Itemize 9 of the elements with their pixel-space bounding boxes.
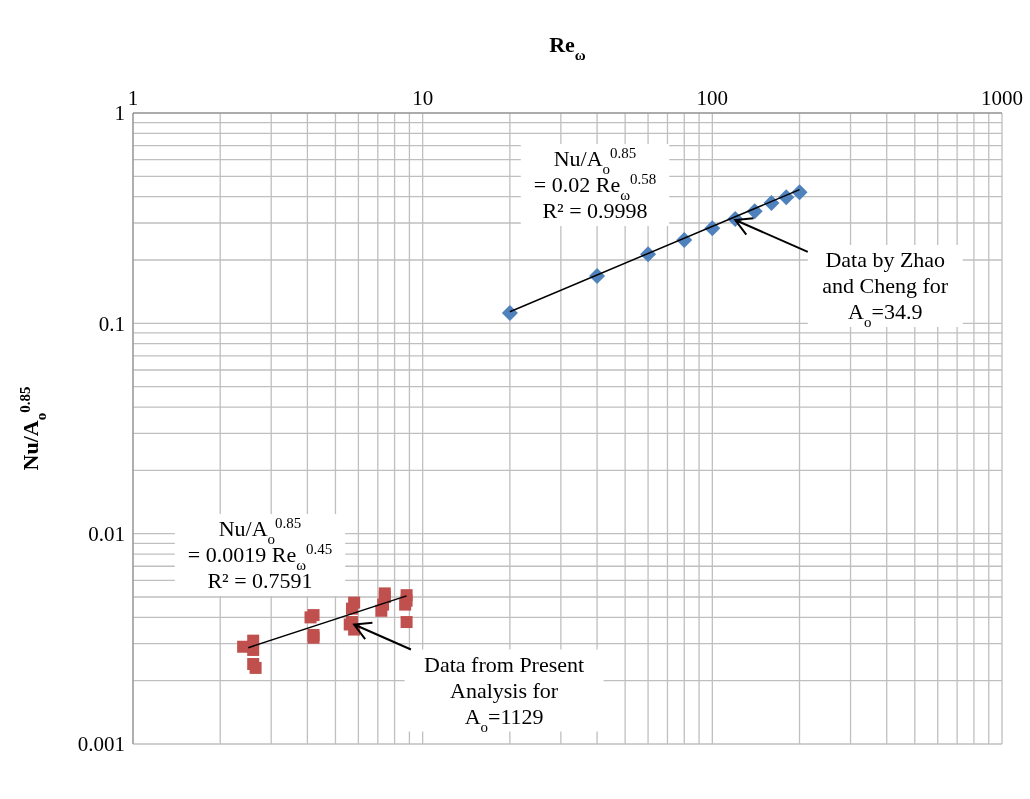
- x-tick-label: 100: [696, 86, 729, 110]
- annotation: Data by Zhao and Cheng for A$_{o}$=34.9: [822, 247, 949, 331]
- y-tick-label: 0.01: [88, 522, 125, 547]
- annotation: Data from Present Analysis for A$_{o}$=1129: [424, 651, 585, 735]
- x-tick-label: 1000: [981, 86, 1023, 110]
- x-axis-title: Re$_{ω}$: [549, 32, 586, 63]
- y-tick-label: 0.1: [98, 311, 125, 336]
- y-tick-label: 0.001: [77, 732, 125, 757]
- x-tick-label: 10: [412, 86, 434, 110]
